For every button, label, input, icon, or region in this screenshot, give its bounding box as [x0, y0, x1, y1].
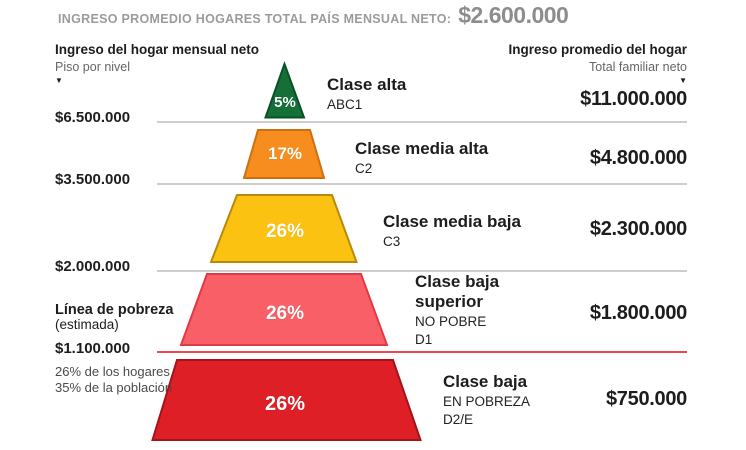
poverty-line	[157, 351, 687, 353]
tier-label-clase-media-baja: Clase media baja C3	[383, 212, 521, 250]
tier-label-clase-baja: Clase baja EN POBREZA D2/E	[443, 372, 530, 428]
left-axis-header: Ingreso del hogar mensual neto Piso por …	[55, 43, 259, 85]
right-axis-header: Ingreso promedio del hogar Total familia…	[508, 43, 687, 85]
avg-income-value: $11.000.000	[580, 88, 687, 110]
poverty-stat-population: 35% de la población	[55, 380, 173, 395]
tier-shape-clase-alta	[264, 61, 306, 119]
main-title: INGRESO PROMEDIO HOGARES TOTAL PAÍS MENS…	[58, 2, 569, 29]
tier-class-name: Clase media baja	[383, 212, 521, 231]
poverty-line-note: (estimada)	[55, 317, 119, 332]
poverty-line-label: Línea de pobreza	[55, 302, 174, 318]
tier-percent: 26%	[264, 393, 306, 415]
level-line-2000000	[157, 270, 687, 272]
tier-status: NO POBRE	[415, 314, 487, 329]
right-axis-subtitle: Total familiar neto	[589, 59, 687, 74]
tier-percent: 17%	[267, 144, 303, 163]
level-line-6500000	[157, 121, 687, 123]
tier-class-name: Clase media alta	[355, 139, 489, 158]
tier-segment: C3	[383, 234, 401, 249]
tier-percent: 5%	[274, 94, 296, 111]
tier-class-name: Clase alta	[327, 75, 407, 94]
income-floor-value: $3.500.000	[55, 171, 131, 188]
tier-percent: 26%	[265, 221, 305, 242]
left-axis-subtitle: Piso por nivel	[55, 59, 131, 74]
tier-segment: ABC1	[327, 97, 363, 112]
left-axis-title: Ingreso del hogar mensual neto	[55, 42, 260, 57]
tier-segment: D1	[415, 332, 433, 347]
right-axis-title: Ingreso promedio del hogar	[508, 42, 687, 57]
main-title-value: $2.600.000	[458, 2, 569, 28]
tier-shape-clase-media-baja	[209, 194, 358, 263]
tier-shape-clase-baja-superior	[179, 273, 389, 346]
avg-income-value: $4.800.000	[589, 147, 687, 169]
tier-shape-clase-media-alta	[242, 129, 326, 179]
avg-income-value: $2.300.000	[589, 218, 687, 240]
income-floor-value: $6.500.000	[55, 109, 131, 126]
income-floor-value: $2.000.000	[55, 258, 131, 275]
down-arrow-icon: ▼	[679, 76, 687, 85]
level-line-3500000	[157, 183, 687, 185]
main-title-label: INGRESO PROMEDIO HOGARES TOTAL PAÍS MENS…	[58, 12, 452, 26]
income-floor-value: $1.100.000	[55, 340, 131, 357]
down-arrow-icon: ▼	[55, 76, 63, 85]
tier-label-clase-alta: Clase alta ABC1	[327, 75, 406, 113]
tier-segment: C2	[355, 161, 373, 176]
tier-shape-clase-baja	[151, 359, 422, 441]
avg-income-value: $750.000	[605, 388, 687, 410]
avg-income-value: $1.800.000	[589, 302, 687, 324]
tier-label-clase-baja-superior: Clase baja superior NO POBRE D1	[415, 272, 520, 348]
tier-percent: 26%	[265, 303, 305, 324]
tier-status: EN POBREZA	[443, 394, 531, 409]
tier-segment: D2/E	[443, 412, 474, 427]
poverty-stat-households: 26% de los hogares	[55, 364, 170, 379]
tier-label-clase-media-alta: Clase media alta C2	[355, 139, 488, 177]
tier-class-name: Clase baja superior	[415, 272, 500, 311]
tier-class-name: Clase baja	[443, 372, 528, 391]
